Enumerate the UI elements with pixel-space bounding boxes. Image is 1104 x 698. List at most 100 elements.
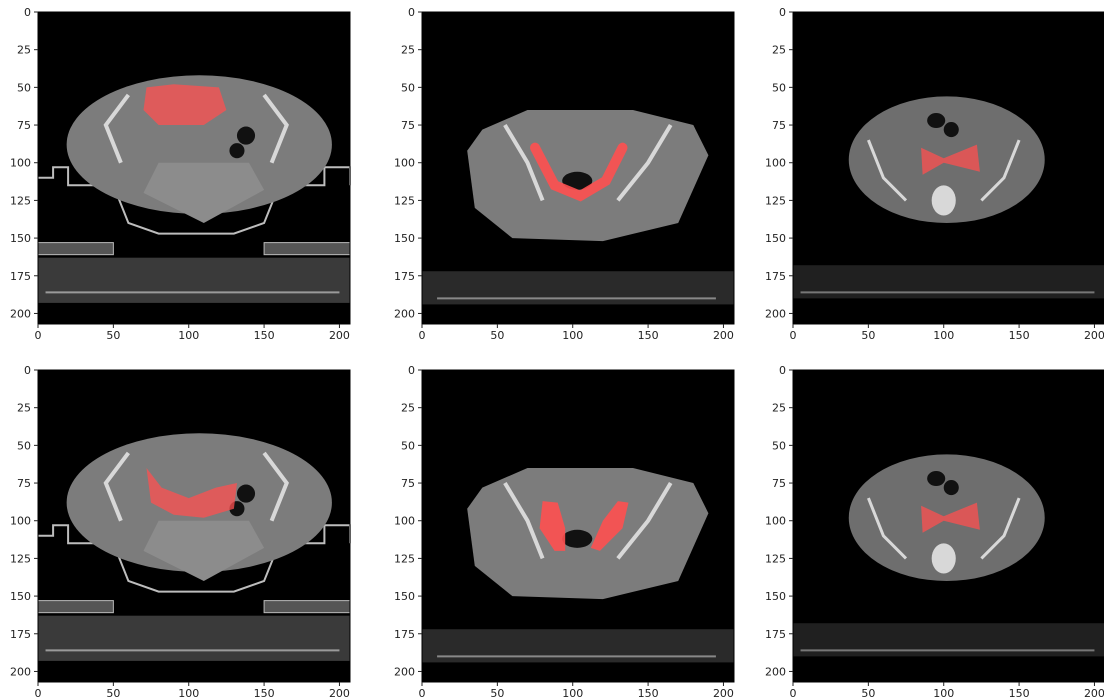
ilium-right xyxy=(616,481,673,560)
y-tick-label: 150 xyxy=(394,232,415,245)
ct-panel-bottom-right: 0 25 50 75 100 125 150 175 200 0 50 100 150 200 xyxy=(765,364,1104,698)
y-tick-label: 75 xyxy=(772,119,786,132)
ct-panel-bottom-left: 0 25 50 75 100 125 150 175 200 0 50 100 150 200 xyxy=(10,364,351,698)
y-tick-label: 200 xyxy=(765,307,786,320)
y-tick-label: 100 xyxy=(10,515,31,528)
x-tick-label: 100 xyxy=(562,329,583,342)
y-tick-label: 0 xyxy=(779,6,786,19)
y-tick-label: 25 xyxy=(772,402,786,415)
table-block-right xyxy=(263,242,351,256)
table-block-left xyxy=(37,242,114,256)
y-tick-label: 175 xyxy=(394,628,415,641)
x-tick-label: 0 xyxy=(35,329,42,342)
x-tick-label: 0 xyxy=(419,329,426,342)
rectum-gas xyxy=(562,529,593,548)
x-tick-label: 100 xyxy=(933,687,954,698)
scanner-table xyxy=(793,623,1104,657)
x-tick-label: 50 xyxy=(106,329,120,342)
lower-body xyxy=(143,520,265,581)
x-tick-label: 50 xyxy=(861,329,875,342)
x-tick-label: 150 xyxy=(1009,329,1030,342)
y-tick-label: 0 xyxy=(24,364,31,377)
x-tick-label: 100 xyxy=(933,329,954,342)
sacrum xyxy=(931,543,956,574)
bowel-gas-1 xyxy=(927,112,946,129)
pelvis-bone-left xyxy=(867,139,908,202)
y-tick-label: 175 xyxy=(765,270,786,283)
ilium-left xyxy=(503,481,545,560)
pelvis-bone-right xyxy=(262,451,289,522)
table-block-right xyxy=(263,600,351,614)
y-tick-label: 125 xyxy=(394,552,415,565)
axes-frame xyxy=(37,369,351,683)
y-tick-label: 75 xyxy=(401,119,415,132)
y-tick-label: 25 xyxy=(401,402,415,415)
pelvis-bone-right xyxy=(262,93,289,164)
scanner-table xyxy=(422,271,734,305)
segmentation-mask-left xyxy=(539,501,566,551)
bowel-gas-2 xyxy=(943,122,959,138)
y-tick-label: 75 xyxy=(17,119,31,132)
x-tick-label: 200 xyxy=(713,687,734,698)
pelvis-bone-left xyxy=(103,93,130,164)
x-tick-label: 50 xyxy=(490,687,504,698)
y-tick-label: 100 xyxy=(765,515,786,528)
pelvis-bone-left xyxy=(867,497,908,560)
scanner-cradle xyxy=(38,166,351,235)
axes-frame xyxy=(421,369,735,683)
y-tick-label: 75 xyxy=(401,477,415,490)
y-tick-label: 100 xyxy=(394,157,415,170)
scanner-table xyxy=(38,615,350,661)
bowel-gas-2 xyxy=(229,143,245,159)
y-tick-label: 25 xyxy=(17,44,31,57)
x-tick-label: 150 xyxy=(1009,687,1030,698)
pelvis-bone-left xyxy=(103,451,130,522)
ct-panel-top-middle: 0 25 50 75 100 125 150 175 200 0 50 100 150 200 xyxy=(394,6,735,342)
y-tick-label: 100 xyxy=(394,515,415,528)
segmentation-mask xyxy=(921,502,980,533)
y-tick-label: 150 xyxy=(765,590,786,603)
x-tick-label: 150 xyxy=(254,687,275,698)
y-tick-label: 125 xyxy=(765,194,786,207)
y-tick-label: 50 xyxy=(772,439,786,452)
axes-frame xyxy=(792,369,1104,683)
y-tick-label: 125 xyxy=(10,194,31,207)
y-tick-label: 50 xyxy=(772,81,786,94)
y-tick-label: 0 xyxy=(24,6,31,19)
x-tick-label: 150 xyxy=(638,687,659,698)
x-tick-label: 0 xyxy=(419,687,426,698)
x-tick-label: 100 xyxy=(562,687,583,698)
y-tick-label: 25 xyxy=(772,44,786,57)
y-tick-label: 175 xyxy=(10,628,31,641)
scanner-cradle xyxy=(38,524,351,593)
y-tick-label: 50 xyxy=(17,81,31,94)
y-tick-label: 0 xyxy=(779,364,786,377)
x-tick-label: 0 xyxy=(35,687,42,698)
y-tick-label: 25 xyxy=(401,44,415,57)
axes-frame xyxy=(792,11,1104,325)
y-tick-label: 200 xyxy=(765,665,786,678)
scanner-table xyxy=(793,265,1104,299)
pelvis-bone-right xyxy=(980,139,1021,202)
x-tick-label: 200 xyxy=(1084,687,1104,698)
y-tick-label: 150 xyxy=(10,590,31,603)
y-tick-label: 25 xyxy=(17,402,31,415)
pelvis-bone-right xyxy=(980,497,1021,560)
bowel-gas-1 xyxy=(927,470,946,487)
axes-frame xyxy=(37,11,351,325)
y-tick-label: 200 xyxy=(10,307,31,320)
x-tick-label: 50 xyxy=(106,687,120,698)
y-tick-label: 0 xyxy=(408,6,415,19)
bowel-gas-1 xyxy=(236,484,256,503)
y-tick-label: 100 xyxy=(765,157,786,170)
y-tick-label: 125 xyxy=(394,194,415,207)
segmentation-mask-right xyxy=(590,501,629,551)
y-tick-label: 200 xyxy=(394,307,415,320)
x-tick-label: 200 xyxy=(713,329,734,342)
y-tick-label: 150 xyxy=(394,590,415,603)
y-tick-label: 50 xyxy=(17,439,31,452)
x-tick-label: 50 xyxy=(490,329,504,342)
y-tick-label: 125 xyxy=(10,552,31,565)
x-tick-label: 100 xyxy=(178,329,199,342)
